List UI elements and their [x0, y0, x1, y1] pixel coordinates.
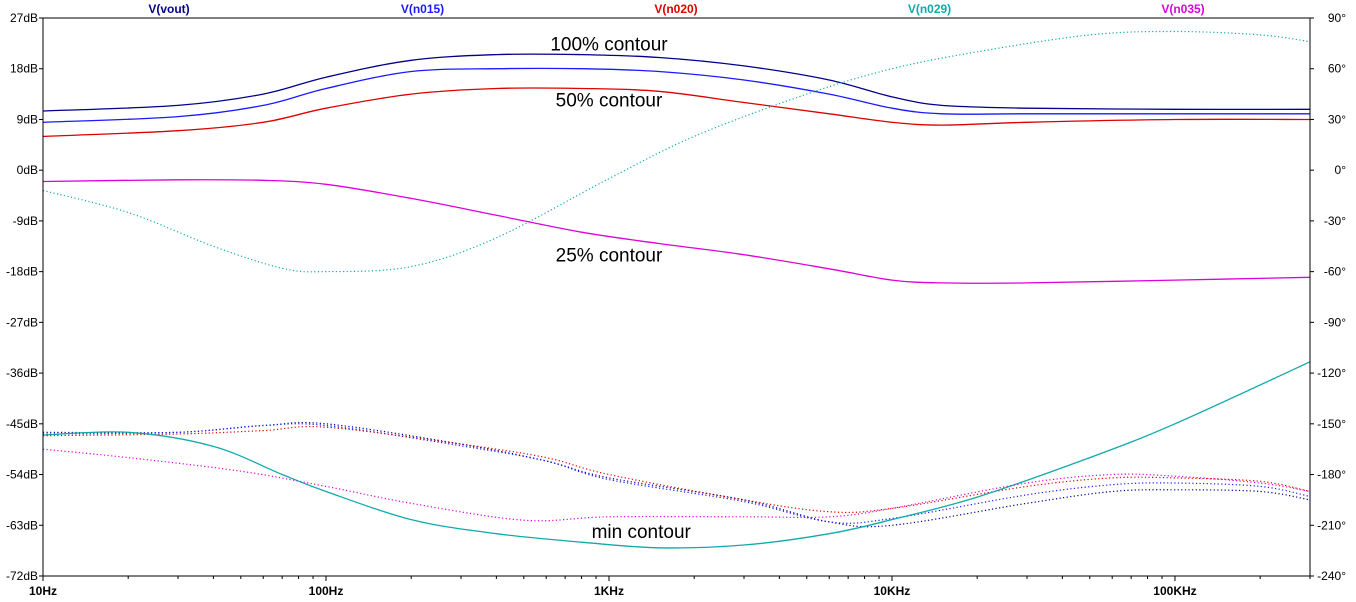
- y-tick-label: -45dB: [6, 417, 38, 431]
- y-tick-label: -63dB: [6, 518, 38, 532]
- legend-entry: V(n029): [908, 2, 951, 16]
- x-tick-label: 100Hz: [309, 584, 344, 598]
- y2-tick-label: -210°: [1317, 518, 1346, 532]
- legend: V(vout) V(n015) V(n020) V(n029) V(n035): [148, 2, 1204, 16]
- y-tick-label: -72dB: [6, 569, 38, 583]
- phase-line: [42, 448, 1311, 522]
- y2-tick-label: -90°: [1324, 315, 1346, 329]
- series-vvout: [42, 53, 1311, 528]
- y2-tick-label: 0°: [1335, 163, 1347, 177]
- y2-tick-label: 90°: [1328, 11, 1346, 25]
- series-vn035: [42, 179, 1311, 522]
- phase-line: [42, 30, 1311, 273]
- x-tick-label: 100KHz: [1153, 584, 1196, 598]
- legend-entry: V(n020): [654, 2, 697, 16]
- contour-annotation: 100% contour: [550, 34, 668, 55]
- y2-tick-label: -150°: [1317, 417, 1346, 431]
- magnitude-line: [42, 179, 1311, 284]
- magnitude-line: [42, 67, 1310, 123]
- series-vn020: [42, 87, 1311, 514]
- y-tick-label: 9dB: [17, 112, 38, 126]
- phase-line: [42, 425, 1311, 514]
- phase-line: [42, 423, 1311, 524]
- y-tick-label: -18dB: [6, 265, 38, 279]
- x-tick-label: 10Hz: [29, 584, 57, 598]
- magnitude-line: [42, 87, 1311, 138]
- y2-tick-label: 30°: [1328, 112, 1346, 126]
- y2-tick-label: -180°: [1317, 468, 1346, 482]
- legend-entry: V(vout): [148, 2, 189, 16]
- contour-annotation: 25% contour: [556, 246, 663, 267]
- legend-entry: V(n035): [1161, 2, 1204, 16]
- legend-entry: V(n015): [401, 2, 444, 16]
- series-vn015: [42, 67, 1311, 524]
- series-vn029: [42, 30, 1311, 549]
- y-tick-label: 27dB: [10, 11, 38, 25]
- plot-frame: [42, 17, 1311, 577]
- magnitude-line: [42, 53, 1311, 112]
- magnitude-line: [42, 361, 1311, 549]
- y-tick-label: 0dB: [17, 163, 38, 177]
- axes: 27dB 18dB 9dB 0dB -9dB -18dB -27dB -36dB -45dB -5…: [6, 11, 1346, 598]
- contour-annotation: 50% contour: [556, 91, 663, 112]
- y2-tick-label: -30°: [1324, 214, 1346, 228]
- traces: [42, 30, 1311, 549]
- contour-annotation: min contour: [592, 522, 692, 543]
- y2-tick-label: 60°: [1328, 62, 1346, 76]
- y2-tick-label: -60°: [1324, 265, 1346, 279]
- y-tick-label: -9dB: [13, 214, 38, 228]
- y2-tick-label: -240°: [1317, 569, 1346, 583]
- y-tick-label: 18dB: [10, 62, 38, 76]
- annotations: 100% contour 50% contour 25% contour min co…: [550, 34, 691, 543]
- x-tick-label: 1KHz: [594, 584, 624, 598]
- x-tick-label: 10KHz: [874, 584, 911, 598]
- y-tick-label: -27dB: [6, 315, 38, 329]
- y-tick-label: -54dB: [6, 468, 38, 482]
- y2-tick-label: -120°: [1317, 366, 1346, 380]
- phase-line: [42, 421, 1311, 528]
- y-tick-label: -36dB: [6, 366, 38, 380]
